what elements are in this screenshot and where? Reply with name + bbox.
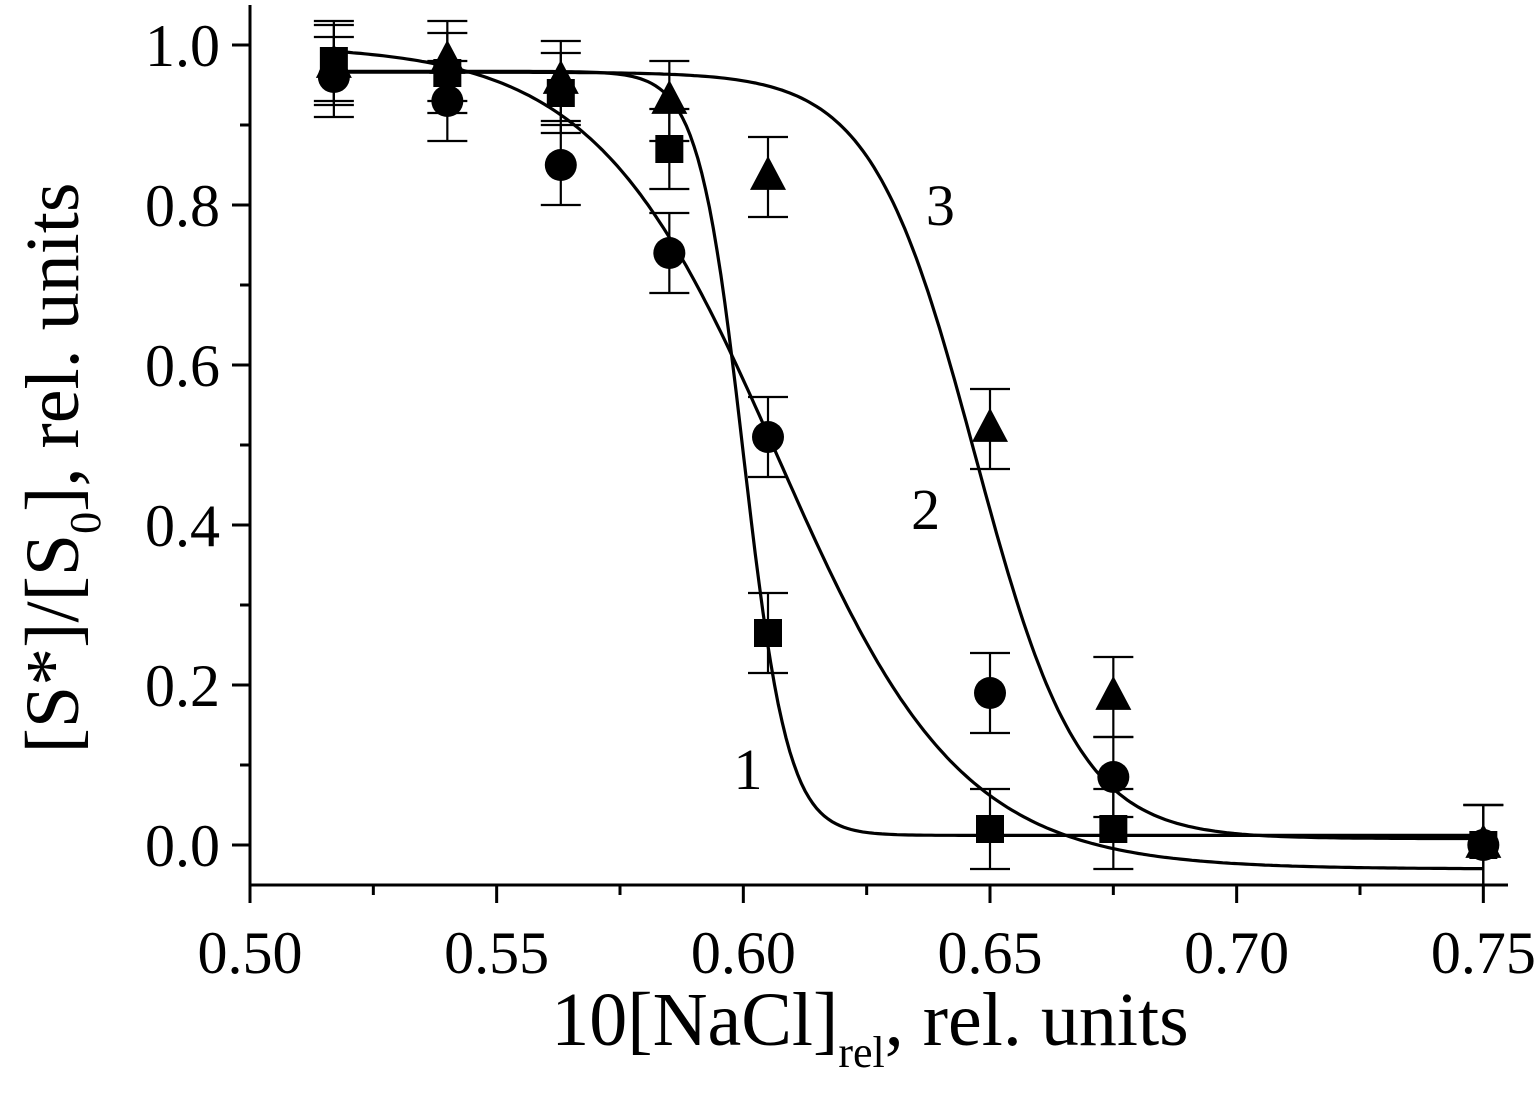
y-tick-label: 0.2 [145,653,220,719]
curve-labels: 1 2 3 [733,173,954,802]
data-point-triangle [1095,675,1132,710]
y-tick-label: 1.0 [145,13,220,79]
data-markers [315,39,1502,861]
fit-curve-3 [333,70,1484,841]
ticks: 0.50 0.55 0.60 0.65 0.70 0.75 0.0 0.2 0.4 0.6 0.8 1… [145,13,1535,986]
data-point-circle [974,677,1006,709]
axes [248,5,1508,887]
data-point-triangle [651,79,688,114]
x-tick-label: 0.55 [444,920,549,986]
x-tick-label: 0.65 [938,920,1043,986]
data-point-triangle [429,39,466,74]
fit-curves [333,49,1484,871]
data-point-square [1099,815,1128,843]
data-point-circle [431,85,464,117]
x-axis-title: 10[NaCl]rel, rel. units [551,978,1188,1077]
curve-label-3: 3 [926,173,955,238]
data-point-square [655,135,684,163]
y-axis-title-suffix: ], rel. units [11,183,95,512]
x-tick-label: 0.60 [691,920,796,986]
data-point-triangle [542,59,579,94]
y-tick-label: 0.4 [145,493,220,559]
y-tick-label: 0.6 [145,333,220,399]
data-point-circle [1097,761,1130,793]
y-tick-label: 0.8 [145,173,220,239]
data-point-square [754,619,782,647]
curve-label-2: 2 [911,477,940,542]
data-point-triangle [1465,823,1502,858]
fit-curve-2 [333,49,1484,871]
y-axis-title-prefix: [S*]/[S [11,534,95,754]
y-axis-title: [S*]/[S0], rel. units [11,183,110,754]
data-point-triangle [972,407,1008,442]
y-axis-title-sub: 0 [61,512,110,534]
error-bars [313,19,1504,887]
y-tick-label: 0.0 [145,813,220,879]
x-tick-label: 0.70 [1184,920,1289,986]
x-axis-title-sub: rel [838,1028,884,1077]
x-axis-title-suffix: , rel. units [885,978,1189,1062]
x-tick-label: 0.50 [198,920,303,986]
data-point-triangle [315,43,352,78]
data-point-circle [653,237,686,269]
curve-label-1: 1 [733,737,762,802]
data-point-circle [752,421,784,453]
x-axis-title-main: 10[NaCl] [551,978,838,1062]
data-point-circle [544,149,577,181]
fit-curve-1 [333,69,1484,837]
x-tick-label: 0.75 [1431,920,1535,986]
data-point-square [976,815,1004,843]
data-point-triangle [750,155,786,190]
